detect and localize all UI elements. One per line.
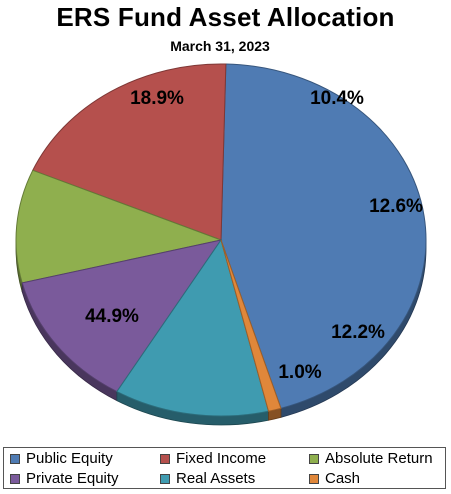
legend-swatch <box>160 473 170 484</box>
pie-slice-public-equity <box>220 63 427 409</box>
legend-label: Public Equity <box>26 450 113 467</box>
pie-slice-absolute-return <box>15 169 223 284</box>
data-label-fixed-income: 18.9% <box>130 88 184 109</box>
data-label-absolute-return: 10.4% <box>310 88 364 109</box>
legend-swatch <box>160 453 170 464</box>
legend-swatch <box>309 473 319 484</box>
data-label-public-equity: 44.9% <box>85 306 139 327</box>
chart-title: ERS Fund Asset Allocation <box>56 2 395 32</box>
legend-item-real-assets: Real Assets <box>160 469 255 488</box>
legend-label: Private Equity <box>26 470 119 487</box>
pie-slice-private-equity <box>21 239 223 393</box>
pie-slice-fixed-income <box>32 63 227 241</box>
chart-subtitle: March 31, 2023 <box>170 38 270 54</box>
pie-chart: 44.9% 18.9% 10.4% 12.6% 12.2% 1.0% <box>15 63 427 426</box>
legend-swatch <box>10 453 20 464</box>
pie-slice-cash <box>220 239 282 412</box>
legend-label: Cash <box>325 470 361 487</box>
data-label-private-equity: 12.6% <box>369 196 423 217</box>
legend-swatch <box>309 453 319 464</box>
legend-item-absolute-return: Absolute Return <box>309 449 433 468</box>
legend-item-public-equity: Public Equity <box>10 449 113 468</box>
data-label-cash: 1.0% <box>278 362 321 383</box>
legend-label: Real Assets <box>176 470 256 487</box>
legend-item-cash: Cash <box>309 469 360 488</box>
legend-swatch <box>10 473 20 484</box>
legend-item-private-equity: Private Equity <box>10 469 119 488</box>
pie-slice-real-assets <box>116 238 270 417</box>
legend-item-fixed-income: Fixed Income <box>160 449 266 468</box>
data-label-real-assets: 12.2% <box>331 322 385 343</box>
legend-label: Fixed Income <box>176 450 267 467</box>
legend-label: Absolute Return <box>325 450 433 467</box>
chart-legend: Public Equity Fixed Income Absolute Retu… <box>3 447 446 489</box>
